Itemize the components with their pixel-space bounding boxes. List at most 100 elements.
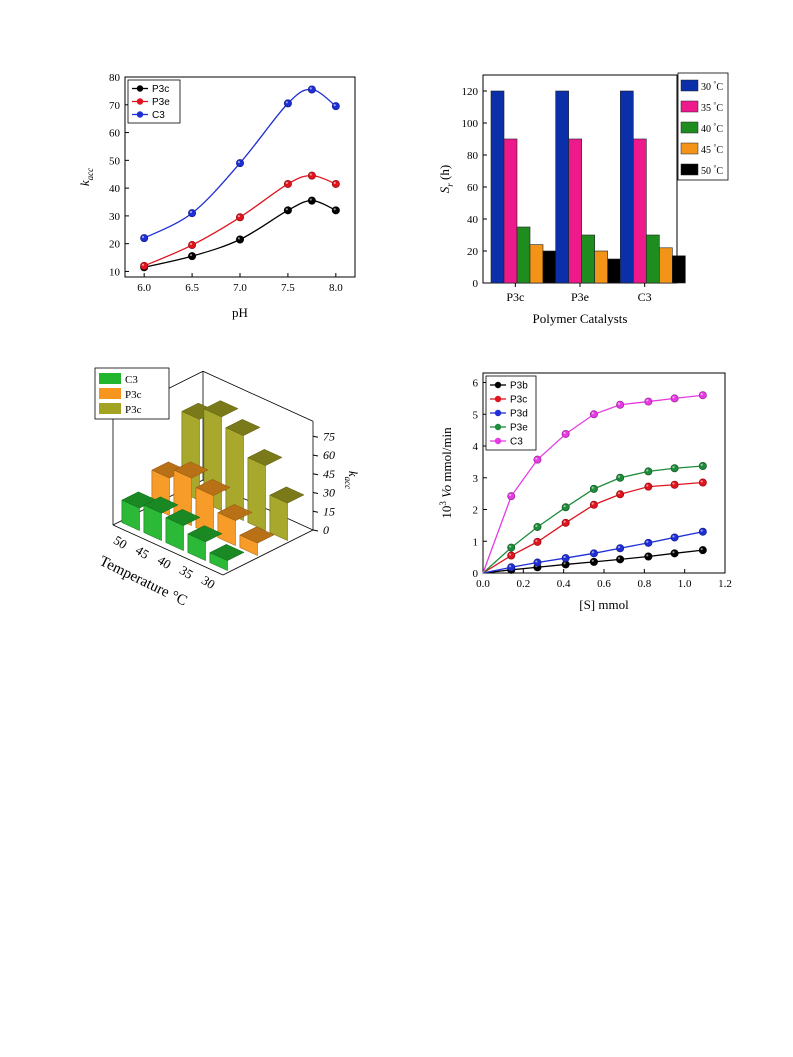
- data-point-highlight: [563, 520, 566, 523]
- data-point: [698, 546, 707, 555]
- data-point: [616, 473, 625, 482]
- legend-marker: [494, 423, 502, 431]
- data-point-highlight: [285, 208, 288, 211]
- bar: [659, 247, 673, 284]
- data-point-highlight: [333, 208, 336, 211]
- data-point-highlight: [617, 546, 621, 549]
- legend-marker: [494, 381, 502, 389]
- x-tick-label: 6.5: [185, 282, 199, 294]
- bar: [568, 138, 582, 284]
- data-point: [698, 478, 707, 487]
- x-tick-label: 8.0: [329, 282, 343, 294]
- data-point-highlight: [563, 555, 566, 559]
- data-point: [589, 500, 598, 509]
- data-point: [507, 492, 516, 501]
- bar-top-face: [217, 504, 253, 521]
- bar: [529, 244, 544, 284]
- z-tick-mark: [312, 492, 319, 494]
- bar-top-face: [247, 449, 283, 466]
- data-point: [283, 179, 292, 188]
- y-tick-label: 40: [109, 183, 121, 195]
- data-point-highlight: [700, 480, 703, 483]
- data-point: [507, 563, 516, 572]
- data-point: [698, 462, 707, 471]
- bar-front-face: [247, 457, 266, 532]
- data-point: [561, 429, 570, 438]
- x-tick-label: P3e: [571, 290, 589, 304]
- bar: [646, 234, 660, 284]
- bar: [516, 226, 531, 284]
- y-tick-label: 40: [467, 214, 479, 226]
- data-point: [670, 394, 679, 403]
- legend-swatch: [680, 79, 699, 92]
- y-tick-label: 60: [467, 182, 479, 194]
- bar-top-face: [187, 525, 223, 543]
- legend-label: P3c: [510, 395, 527, 406]
- legend-label: P3e: [152, 97, 170, 108]
- x-tick-label: 30: [199, 572, 218, 592]
- data-point: [644, 482, 653, 491]
- data-point-highlight: [189, 253, 193, 257]
- legend-label: P3c: [125, 389, 142, 401]
- z-tick-mark: [312, 510, 319, 513]
- data-point-highlight: [646, 540, 649, 543]
- z-tick-mark: [312, 529, 319, 532]
- legend-marker: [494, 395, 502, 403]
- data-point: [644, 467, 653, 476]
- y-tick-label: 100: [462, 118, 479, 130]
- legend-marker: [136, 111, 144, 118]
- legend-label: P3b: [510, 381, 528, 392]
- data-point: [589, 557, 598, 566]
- data-point: [507, 551, 516, 560]
- legend-label: P3d: [510, 409, 528, 420]
- data-point-highlight: [509, 493, 512, 497]
- data-point: [188, 252, 197, 261]
- z-axis-label: kacc: [343, 471, 361, 489]
- bar-top-face: [239, 526, 275, 544]
- legend-swatch: [680, 121, 699, 134]
- x-axis-label: [S] mmol: [579, 597, 629, 612]
- data-point: [561, 503, 570, 512]
- y-tick-label: 3: [473, 473, 479, 485]
- bar: [607, 258, 621, 284]
- data-point: [533, 537, 542, 546]
- legend-label: C3: [125, 374, 138, 386]
- legend-label: C3: [152, 110, 165, 121]
- data-point-highlight: [646, 399, 649, 402]
- data-point-highlight: [285, 101, 288, 104]
- series-line-P3c: [144, 199, 337, 268]
- data-point-highlight: [646, 554, 649, 557]
- data-point-highlight: [189, 210, 193, 214]
- bar-top-face: [203, 400, 239, 418]
- data-point-highlight: [563, 562, 566, 565]
- legend-marker: [136, 98, 144, 105]
- data-point-highlight: [563, 505, 566, 508]
- data-point-highlight: [672, 396, 675, 399]
- legend-label: 45 °C: [701, 143, 723, 156]
- data-point: [533, 455, 542, 464]
- legend-marker: [494, 409, 502, 417]
- bar-top-face: [225, 419, 261, 436]
- data-point: [589, 549, 598, 558]
- data-point: [616, 555, 625, 564]
- data-point-highlight: [591, 502, 594, 505]
- bar: [490, 90, 505, 284]
- data-point-highlight: [285, 181, 288, 184]
- data-point-highlight: [617, 557, 621, 560]
- x-tick-label: 45: [133, 542, 152, 562]
- data-point: [331, 179, 340, 188]
- bar: [633, 138, 647, 284]
- bar: [555, 90, 569, 284]
- data-point: [698, 527, 707, 536]
- bar: [594, 250, 608, 284]
- z-tick-label: 30: [322, 486, 335, 500]
- data-point: [561, 518, 570, 527]
- legend-label: C3: [510, 437, 523, 448]
- y-tick-label: 2: [473, 505, 479, 517]
- data-point-highlight: [617, 492, 621, 495]
- data-point: [307, 85, 316, 94]
- legend-marker: [136, 85, 144, 92]
- data-point: [670, 464, 679, 473]
- data-point-highlight: [309, 198, 312, 201]
- data-point-highlight: [189, 242, 193, 246]
